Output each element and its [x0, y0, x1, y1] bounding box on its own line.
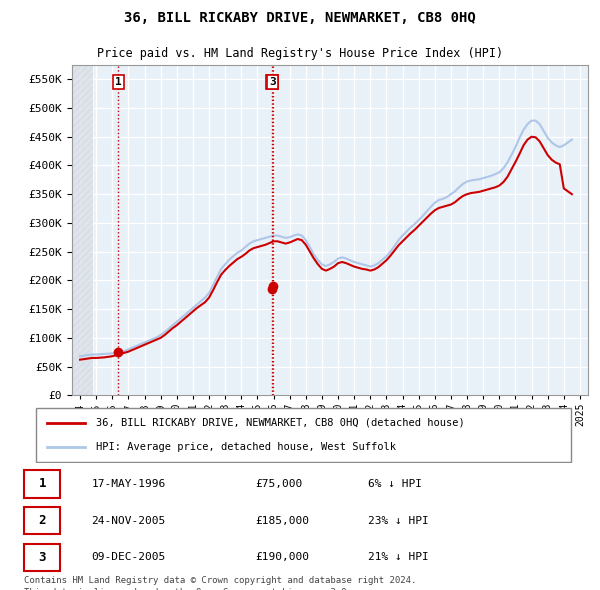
- Text: 3: 3: [269, 77, 276, 87]
- Text: £190,000: £190,000: [255, 552, 309, 562]
- FancyBboxPatch shape: [23, 470, 60, 498]
- Text: Price paid vs. HM Land Registry's House Price Index (HPI): Price paid vs. HM Land Registry's House …: [97, 47, 503, 60]
- Text: 1: 1: [115, 77, 122, 87]
- Text: 21% ↓ HPI: 21% ↓ HPI: [368, 552, 428, 562]
- Text: 6% ↓ HPI: 6% ↓ HPI: [368, 479, 422, 489]
- Text: 3: 3: [38, 551, 46, 564]
- Text: 2: 2: [269, 77, 275, 87]
- Text: 2: 2: [38, 514, 46, 527]
- Text: HPI: Average price, detached house, West Suffolk: HPI: Average price, detached house, West…: [96, 442, 396, 453]
- Text: 36, BILL RICKABY DRIVE, NEWMARKET, CB8 0HQ (detached house): 36, BILL RICKABY DRIVE, NEWMARKET, CB8 0…: [96, 418, 465, 428]
- Text: Contains HM Land Registry data © Crown copyright and database right 2024.: Contains HM Land Registry data © Crown c…: [23, 576, 416, 585]
- Text: £75,000: £75,000: [255, 479, 302, 489]
- Text: 1: 1: [38, 477, 46, 490]
- Bar: [72, 65, 93, 395]
- Text: This data is licensed under the Open Government Licence v3.0.: This data is licensed under the Open Gov…: [23, 588, 352, 590]
- FancyBboxPatch shape: [23, 544, 60, 571]
- Text: 23% ↓ HPI: 23% ↓ HPI: [368, 516, 428, 526]
- Text: 36, BILL RICKABY DRIVE, NEWMARKET, CB8 0HQ: 36, BILL RICKABY DRIVE, NEWMARKET, CB8 0…: [124, 11, 476, 25]
- FancyBboxPatch shape: [23, 507, 60, 535]
- Text: 09-DEC-2005: 09-DEC-2005: [91, 552, 166, 562]
- Text: 17-MAY-1996: 17-MAY-1996: [91, 479, 166, 489]
- Text: 24-NOV-2005: 24-NOV-2005: [91, 516, 166, 526]
- Text: £185,000: £185,000: [255, 516, 309, 526]
- FancyBboxPatch shape: [35, 408, 571, 462]
